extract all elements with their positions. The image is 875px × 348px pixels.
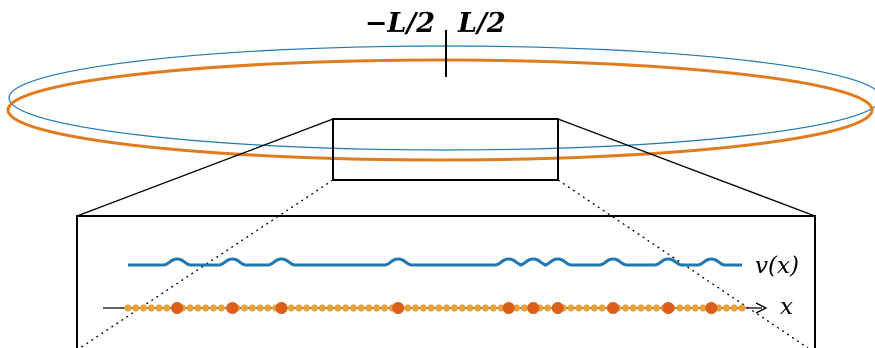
x-axis-label: x [780,294,793,320]
small-particle [466,304,474,312]
small-particle [738,304,746,312]
small-particle [567,304,575,312]
small-particle [443,304,451,312]
small-particle [730,304,738,312]
small-particle [310,304,319,312]
potential-label: v(x) [755,253,799,279]
small-particle [202,304,210,312]
blue-ring [8,45,875,151]
small-particle [629,304,637,312]
large-particle [662,302,675,314]
small-particle [186,304,194,312]
left-boundary-label: −L/2 [365,8,435,39]
small-particle [513,304,521,312]
small-particle [349,304,357,312]
x-axis-arrowhead [755,302,768,314]
small-particle [458,304,466,312]
small-particle [598,304,606,312]
large-particle [502,302,515,314]
small-particle [699,304,707,312]
zoom-panel [76,215,816,348]
small-particle [419,304,427,312]
small-particle [295,304,303,312]
small-particle [575,304,583,312]
large-particle [171,302,184,314]
small-particle [404,304,412,312]
small-particle [334,304,342,312]
small-particle [489,304,497,312]
small-particle [287,304,295,312]
small-particle [582,304,591,312]
small-particle [474,304,482,312]
small-particle [147,304,155,312]
small-particle [435,304,443,312]
small-particle [380,304,389,312]
right-boundary-label: L/2 [457,8,506,39]
particle-chain [124,302,746,314]
orange-particle-ring [6,58,874,162]
large-particle [551,302,564,314]
small-particle [637,304,645,312]
large-particle [275,302,288,314]
small-particle [652,304,661,312]
small-particle [544,304,552,312]
small-particle [155,304,163,312]
small-particle [590,304,598,312]
small-particle [342,304,350,312]
potential-curve [128,257,742,267]
small-particle [481,304,490,312]
large-particle [705,302,718,314]
small-particle [691,304,699,312]
small-particle [124,304,132,312]
small-particle [645,304,653,312]
small-particle [411,304,420,312]
small-particle [303,304,311,312]
small-particle [217,304,225,312]
small-particle [676,304,684,312]
large-particle [607,302,620,314]
small-particle [326,304,334,312]
small-particle [621,304,630,312]
zoom-connector-right [557,118,816,217]
small-particle [256,304,264,312]
small-particle [365,304,373,312]
large-particle [392,302,405,314]
small-particle [240,304,249,312]
small-particle [248,304,256,312]
small-particle [132,304,140,312]
small-particle [497,304,505,312]
small-particle [427,304,435,312]
small-particle [722,304,731,312]
small-particle [194,304,202,312]
large-particle [226,302,239,314]
small-particle [209,304,218,312]
small-particle [318,304,326,312]
small-particle [683,304,692,312]
small-particle [357,304,365,312]
small-particle [450,304,459,312]
small-particle [139,304,148,312]
small-particle [163,304,171,312]
small-particle [264,304,272,312]
zoom-connector-left [76,118,334,217]
small-particle [520,304,528,312]
small-particle [373,304,381,312]
large-particle [527,302,540,314]
